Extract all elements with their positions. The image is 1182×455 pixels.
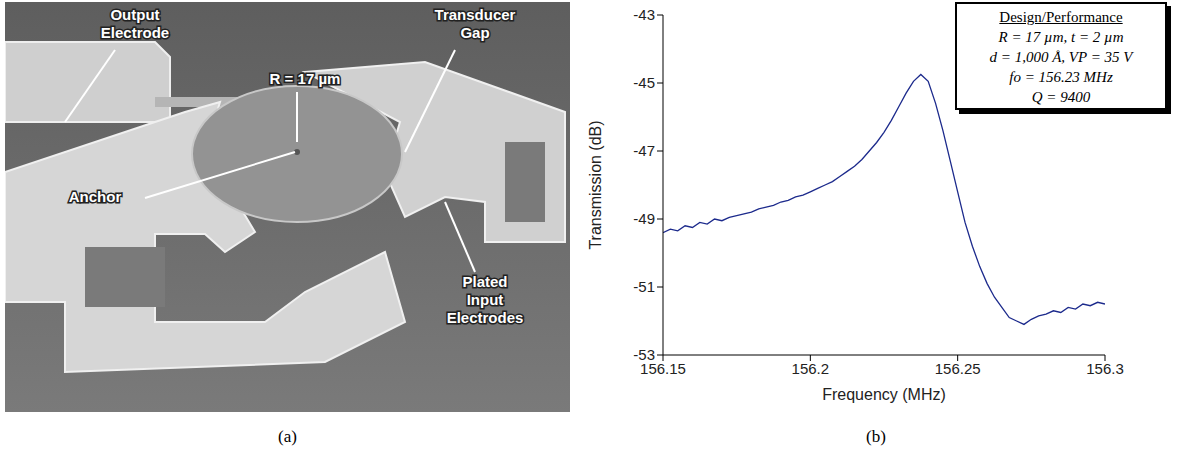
- html-text:R = 17 µm, t = 2 µm: R = 17 µm, t = 2 µm: [998, 29, 1124, 45]
- svg-text:-53: -53: [633, 346, 655, 363]
- html-text:Q = 9400: Q = 9400: [1031, 89, 1091, 105]
- svg-text:Anchor: Anchor: [69, 188, 122, 205]
- html-text:Design/Performance: Design/Performance: [999, 9, 1123, 25]
- svg-text:Frequency (MHz): Frequency (MHz): [822, 386, 946, 403]
- svg-text:156.2: 156.2: [792, 360, 830, 377]
- svg-text:Transmission (dB): Transmission (dB): [587, 120, 604, 249]
- svg-text:OutputElectrode: OutputElectrode: [101, 6, 169, 41]
- svg-text:156.3: 156.3: [1086, 360, 1124, 377]
- html-text:d = 1,000 Å, VP = 35 V: d = 1,000 Å, VP = 35 V: [989, 49, 1133, 65]
- html-text:(a): (a): [278, 427, 297, 446]
- svg-text:156.25: 156.25: [935, 360, 981, 377]
- svg-text:-51: -51: [633, 278, 655, 295]
- svg-text:156.15: 156.15: [640, 359, 686, 377]
- svg-text:-49: -49: [633, 210, 655, 227]
- svg-text:PlatedInputElectrodes: PlatedInputElectrodes: [447, 273, 524, 326]
- html-text:fo = 156.23 MHz: fo = 156.23 MHz: [1009, 69, 1113, 85]
- svg-text:TransducerGap: TransducerGap: [435, 6, 516, 41]
- svg-text:-43: -43: [633, 6, 655, 23]
- svg-text:-47: -47: [633, 142, 655, 159]
- svg-text:-45: -45: [633, 74, 655, 91]
- html-text:(b): (b): [866, 427, 886, 446]
- svg-text:R = 17 µm: R = 17 µm: [270, 70, 341, 87]
